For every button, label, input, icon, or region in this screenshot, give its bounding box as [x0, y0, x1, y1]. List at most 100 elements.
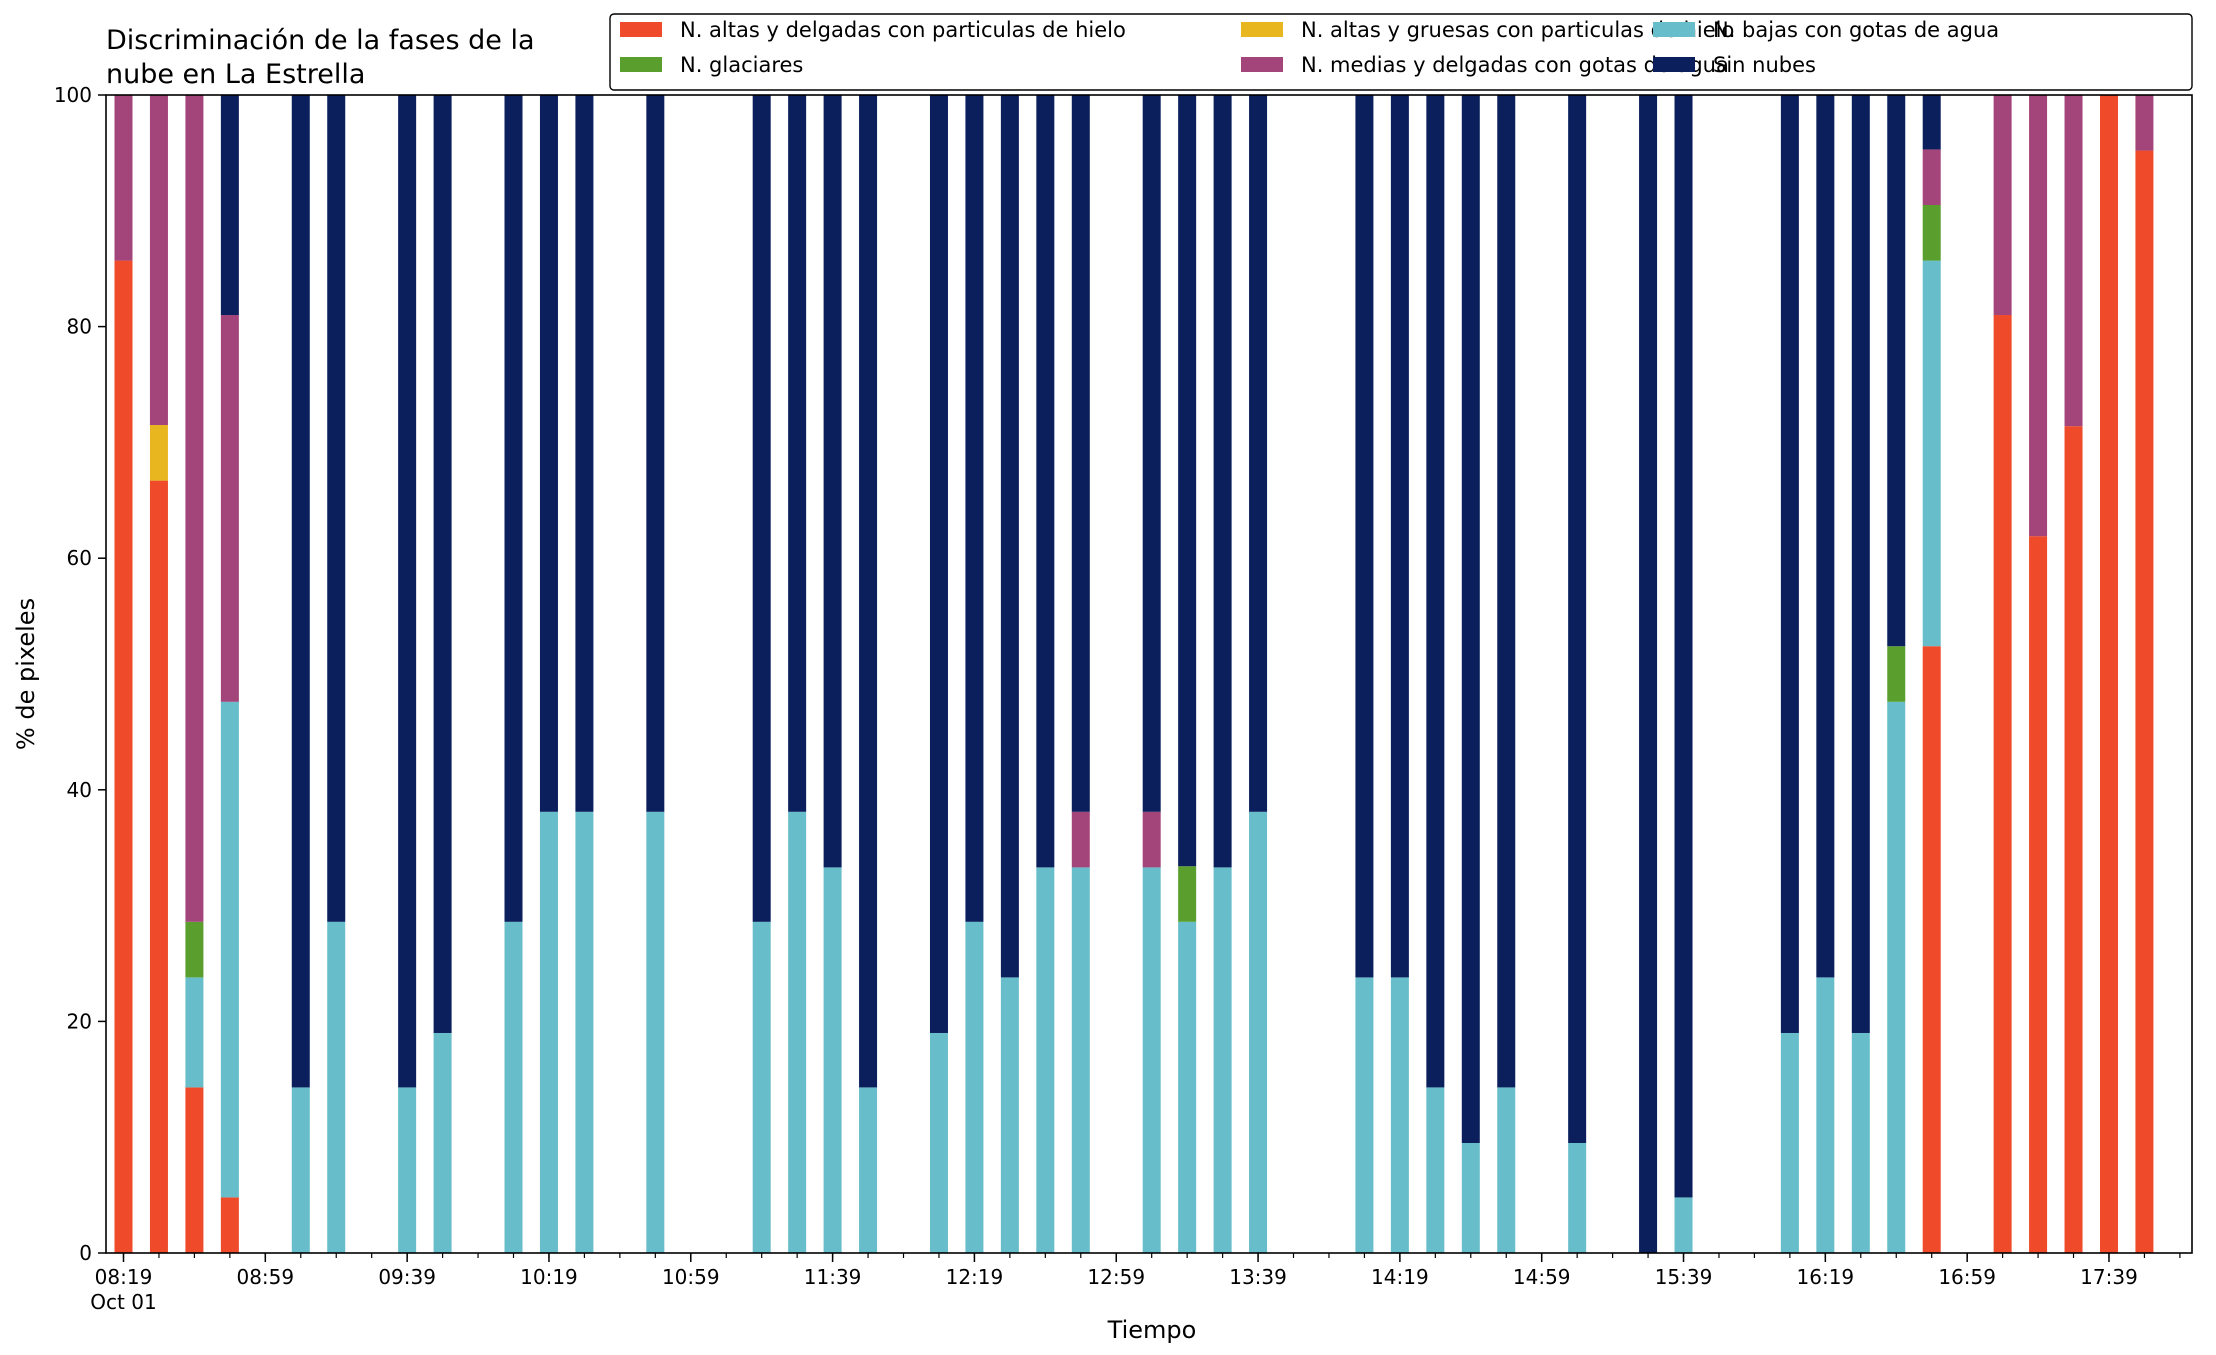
legend-label-altas_delgadas: N. altas y delgadas con particulas de hi… — [680, 18, 1126, 42]
bar-segment-altas_delgadas-37 — [1922, 646, 1941, 1253]
bar-segment-sin-31 — [1639, 95, 1658, 1253]
y-tick-label: 20 — [67, 1009, 92, 1033]
bar-segment-glaciares-2 — [185, 921, 204, 978]
x-tick-label: 14:59 — [1513, 1265, 1571, 1289]
bar-segment-glaciares-22 — [1178, 866, 1197, 922]
x-tick-label: 08:59 — [236, 1265, 294, 1289]
bar-segment-sin-22 — [1178, 95, 1197, 867]
x-tick-label: 12:59 — [1087, 1265, 1145, 1289]
bar-segment-sin-37 — [1922, 95, 1941, 150]
bar-segment-sin-33 — [1780, 95, 1799, 1033]
bar-segment-bajas-19 — [1036, 867, 1055, 1253]
bar-segment-sin-34 — [1816, 95, 1835, 978]
bar-segment-sin-25 — [1355, 95, 1374, 978]
legend: N. altas y delgadas con particulas de hi… — [609, 13, 2193, 91]
chart-title-line-1: Discriminación de la fases de la — [106, 25, 535, 56]
x-tick-label: 17:39 — [2080, 1265, 2138, 1289]
bar-segment-sin-24 — [1249, 95, 1268, 812]
bar-segment-bajas-3 — [220, 701, 239, 1198]
bar-segment-sin-8 — [504, 95, 523, 922]
bar-segment-medias-20 — [1071, 811, 1090, 868]
bar-segment-sin-15 — [859, 95, 878, 1088]
bar-segment-bajas-26 — [1390, 977, 1409, 1253]
y-tick-label: 0 — [79, 1241, 92, 1265]
bar-segment-sin-28 — [1461, 95, 1480, 1143]
legend-swatch-sin — [1653, 57, 1695, 72]
x-tick-label: 10:19 — [520, 1265, 578, 1289]
bar-segment-bajas-13 — [788, 811, 807, 1253]
bar-segment-sin-18 — [1000, 95, 1019, 978]
bar-segment-bajas-15 — [859, 1087, 878, 1253]
bar-segment-bajas-30 — [1568, 1142, 1587, 1253]
bar-segment-medias-3 — [220, 315, 239, 702]
bar-segment-bajas-16 — [929, 1032, 948, 1253]
bar-segment-sin-7 — [433, 95, 452, 1033]
bar-segment-altas_delgadas-1 — [149, 480, 168, 1253]
chart-title-line-2: nube en La Estrella — [106, 59, 365, 90]
bar-segment-bajas-37 — [1922, 260, 1941, 647]
bar-segment-sin-6 — [398, 95, 417, 1088]
bar-segment-bajas-29 — [1497, 1087, 1516, 1253]
bar-segment-sin-16 — [929, 95, 948, 1033]
bar-segment-bajas-24 — [1249, 811, 1268, 1253]
y-tick-label: 40 — [67, 778, 92, 802]
bar-segment-medias-0 — [114, 95, 133, 261]
bar-segment-sin-23 — [1213, 95, 1232, 868]
bar-segment-altas_delgadas-38 — [1993, 315, 2012, 1253]
bar-segment-medias-21 — [1142, 811, 1161, 868]
plot-frame — [105, 94, 2193, 1254]
bar-segment-sin-12 — [752, 95, 771, 922]
bar-segment-bajas-23 — [1213, 867, 1232, 1253]
bar-segment-sin-36 — [1887, 95, 1906, 647]
y-tick-label: 60 — [67, 546, 92, 570]
bar-segment-sin-29 — [1497, 95, 1516, 1088]
bar-segment-altas_delgadas-40 — [2064, 426, 2083, 1253]
bar-segment-sin-14 — [823, 95, 842, 868]
bar-segment-sin-11 — [646, 95, 665, 812]
bar-segment-sin-21 — [1142, 95, 1161, 812]
x-tick-label: 10:59 — [662, 1265, 720, 1289]
legend-label-bajas: N. bajas con gotas de agua — [1713, 18, 1999, 42]
x-tick-label: 13:39 — [1229, 1265, 1287, 1289]
x-tick-label: 11:39 — [804, 1265, 862, 1289]
bar-segment-bajas-32 — [1674, 1197, 1693, 1253]
bar-segment-bajas-7 — [433, 1032, 452, 1253]
bar-segment-medias-37 — [1922, 149, 1941, 206]
bar-segment-bajas-2 — [185, 977, 204, 1088]
bar-segment-medias-38 — [1993, 95, 2012, 316]
bar-segment-medias-1 — [149, 95, 168, 426]
bar-segment-bajas-34 — [1816, 977, 1835, 1253]
bar-segment-bajas-8 — [504, 921, 523, 1253]
bar-segment-sin-17 — [965, 95, 984, 922]
bar-segment-altas_delgadas-41 — [2099, 95, 2118, 1253]
legend-swatch-medias — [1241, 57, 1283, 72]
x-tick-sublabel: Oct 01 — [90, 1290, 156, 1314]
bar-segment-bajas-10 — [575, 811, 594, 1253]
x-axis-label: Tiempo — [1107, 1316, 1197, 1344]
bar-segment-sin-5 — [327, 95, 346, 922]
bar-segment-bajas-14 — [823, 867, 842, 1253]
bar-segment-bajas-36 — [1887, 701, 1906, 1253]
bar-segment-bajas-33 — [1780, 1032, 1799, 1253]
bar-segment-bajas-9 — [539, 811, 558, 1253]
bar-segment-medias-2 — [185, 95, 204, 922]
bar-segment-altas_delgadas-42 — [2135, 150, 2154, 1254]
bar-segment-sin-20 — [1071, 95, 1090, 812]
bar-segment-altas_delgadas-39 — [2029, 536, 2048, 1253]
bar-segment-altas_delgadas-3 — [220, 1197, 239, 1253]
x-tick-label: 09:39 — [378, 1265, 436, 1289]
bars-group — [114, 95, 2154, 1254]
bar-segment-glaciares-37 — [1922, 205, 1941, 261]
bar-segment-sin-10 — [575, 95, 594, 812]
x-tick-label: 16:59 — [1938, 1265, 1996, 1289]
y-tick-label: 100 — [54, 83, 92, 107]
bar-segment-bajas-5 — [327, 921, 346, 1253]
bar-segment-glaciares-36 — [1887, 646, 1906, 702]
bar-segment-medias-39 — [2029, 95, 2048, 537]
legend-swatch-altas_gruesas — [1241, 22, 1283, 37]
y-axis: 0 20 40 60 80 100 — [54, 83, 106, 1265]
bar-segment-altas_gruesas-1 — [149, 425, 168, 481]
x-tick-label: 16:19 — [1797, 1265, 1855, 1289]
legend-swatch-glaciares — [620, 57, 662, 72]
